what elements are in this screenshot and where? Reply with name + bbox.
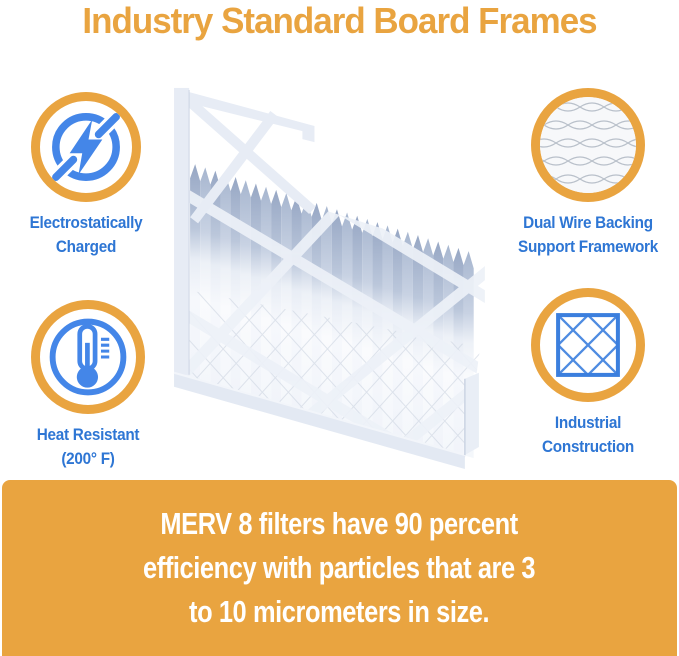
feature-electrostatically-charged: Electrostatically Charged — [6, 92, 166, 259]
banner-line: to 10 micrometers in size. — [189, 594, 490, 629]
feature-label-line: Construction — [542, 437, 634, 456]
feature-label: Heat Resistant (200° F) — [16, 423, 160, 471]
thermometer-svg — [49, 318, 127, 396]
lightning-circle-icon — [31, 92, 141, 202]
feature-label-line: (200° F) — [61, 449, 115, 468]
feature-label-line: Charged — [55, 237, 117, 256]
lightning-icon-svg — [52, 113, 120, 181]
page-title: Industry Standard Board Frames — [82, 0, 597, 41]
banner-line: MERV 8 filters have 90 percent — [160, 506, 519, 541]
diamond-lattice-icon — [531, 288, 645, 402]
feature-label-line: Heat Resistant — [36, 425, 140, 444]
feature-label: Dual Wire Backing Support Framework — [509, 211, 667, 259]
wire-mesh-svg — [540, 97, 636, 193]
feature-label-line: Industrial — [554, 413, 622, 432]
feature-heat-resistant: Heat Resistant (200° F) — [8, 300, 168, 471]
feature-label-line: Dual Wire Backing — [523, 213, 653, 232]
lattice-svg — [556, 313, 620, 377]
feature-dual-wire-backing: Dual Wire Backing Support Framework — [500, 88, 676, 259]
filter-frame — [173, 87, 479, 470]
info-banner: MERV 8 filters have 90 percent efficienc… — [2, 480, 677, 656]
banner-line: efficiency with particles that are 3 — [143, 550, 536, 585]
feature-label: Electrostatically Charged — [14, 211, 158, 259]
feature-label-line: Support Framework — [518, 237, 658, 256]
feature-label-line: Electrostatically — [29, 213, 143, 232]
banner-text: MERV 8 filters have 90 percent efficienc… — [143, 502, 536, 634]
thermometer-icon — [31, 300, 145, 414]
product-image-pleated-air-filter — [173, 87, 485, 470]
feature-industrial-construction: Industrial Construction — [504, 288, 672, 459]
wire-mesh-photo-icon — [531, 88, 645, 202]
feature-label: Industrial Construction — [512, 411, 663, 459]
